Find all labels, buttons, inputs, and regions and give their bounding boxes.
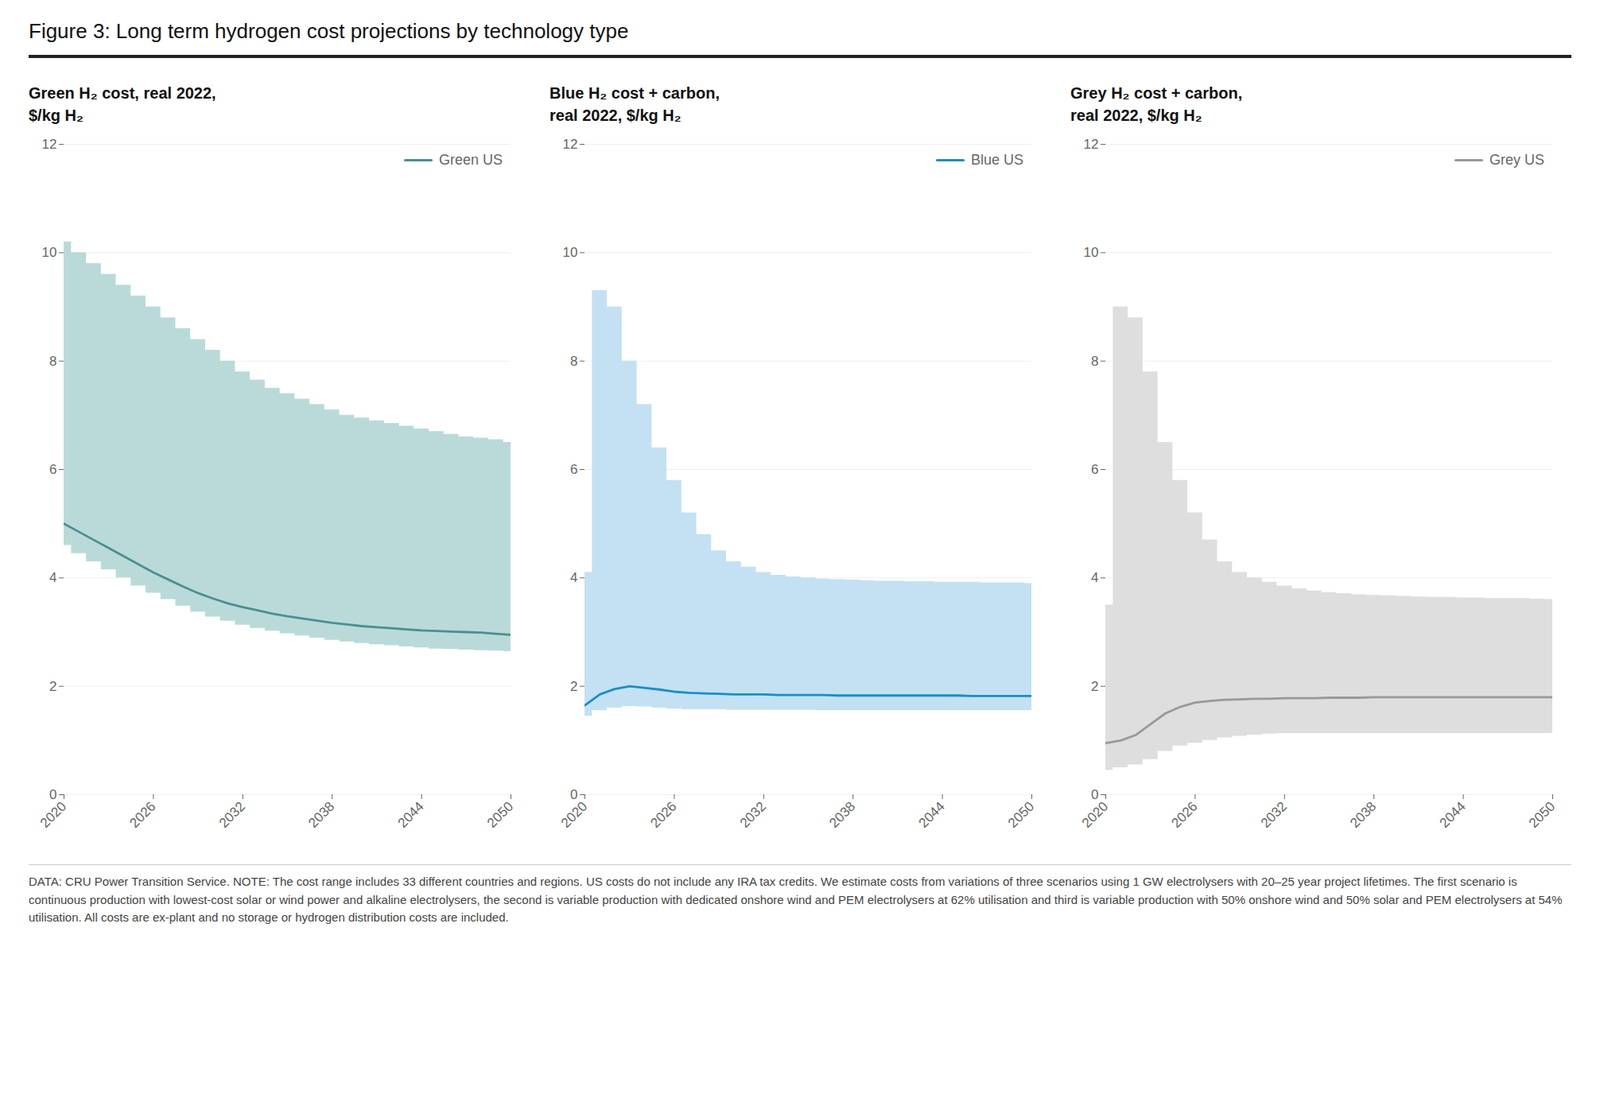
svg-text:2026: 2026 — [1168, 799, 1200, 832]
svg-text:4: 4 — [570, 570, 578, 586]
svg-text:2020: 2020 — [558, 799, 591, 832]
svg-text:2044: 2044 — [916, 799, 948, 832]
svg-text:12: 12 — [42, 136, 58, 152]
svg-text:2050: 2050 — [1005, 799, 1037, 832]
svg-text:2: 2 — [1091, 679, 1099, 695]
html-text:Grey H₂ cost + carbon, real 20: Grey H₂ cost + carbon, real 2022, $/kg H… — [1070, 84, 1243, 125]
svg-text:2032: 2032 — [737, 799, 769, 832]
svg-text:12: 12 — [563, 136, 579, 152]
svg-text:0: 0 — [1091, 787, 1099, 803]
html-text:Grey US: Grey US — [1489, 151, 1545, 168]
svg-text:2038: 2038 — [826, 799, 859, 832]
svg-text:2044: 2044 — [1436, 799, 1469, 832]
svg-text:0: 0 — [49, 787, 57, 803]
svg-text:10: 10 — [42, 244, 58, 261]
svg-text:8: 8 — [49, 353, 57, 369]
svg-text:2044: 2044 — [395, 799, 428, 832]
svg-text:2020: 2020 — [1079, 799, 1111, 832]
svg-text:2020: 2020 — [37, 799, 70, 832]
svg-text:2032: 2032 — [1258, 799, 1290, 832]
svg-text:2050: 2050 — [484, 799, 517, 832]
svg-text:2026: 2026 — [126, 799, 159, 832]
svg-text:2050: 2050 — [1526, 799, 1558, 832]
svg-text:4: 4 — [49, 570, 57, 586]
html-text:Figure 3: Long term hydrogen c: Figure 3: Long term hydrogen cost projec… — [28, 19, 629, 43]
svg-text:8: 8 — [570, 353, 578, 369]
svg-text:2038: 2038 — [305, 799, 338, 832]
svg-text:2032: 2032 — [216, 799, 249, 832]
svg-text:10: 10 — [563, 244, 579, 261]
svg-text:10: 10 — [1083, 244, 1100, 261]
svg-text:6: 6 — [1091, 462, 1099, 478]
html-text:Blue H₂ cost + carbon, real 20: Blue H₂ cost + carbon, real 2022, $/kg H… — [549, 84, 720, 125]
svg-text:12: 12 — [1083, 136, 1100, 152]
html-text:Green H₂ cost, real 2022, $/kg: Green H₂ cost, real 2022, $/kg H₂ — [28, 84, 217, 125]
svg-text:6: 6 — [49, 462, 57, 478]
html-text:Blue US: Blue US — [970, 151, 1024, 168]
svg-text:2: 2 — [570, 679, 578, 695]
svg-text:2038: 2038 — [1347, 799, 1379, 832]
svg-text:8: 8 — [1091, 353, 1099, 369]
html-text:Green US: Green US — [438, 151, 503, 168]
svg-text:0: 0 — [570, 787, 578, 803]
svg-text:2: 2 — [49, 679, 57, 695]
svg-text:4: 4 — [1091, 570, 1099, 586]
svg-text:2026: 2026 — [647, 799, 680, 832]
svg-text:6: 6 — [570, 462, 578, 478]
html-text:DATA: CRU Power Transition Ser: DATA: CRU Power Transition Service. NOTE… — [28, 874, 1563, 925]
